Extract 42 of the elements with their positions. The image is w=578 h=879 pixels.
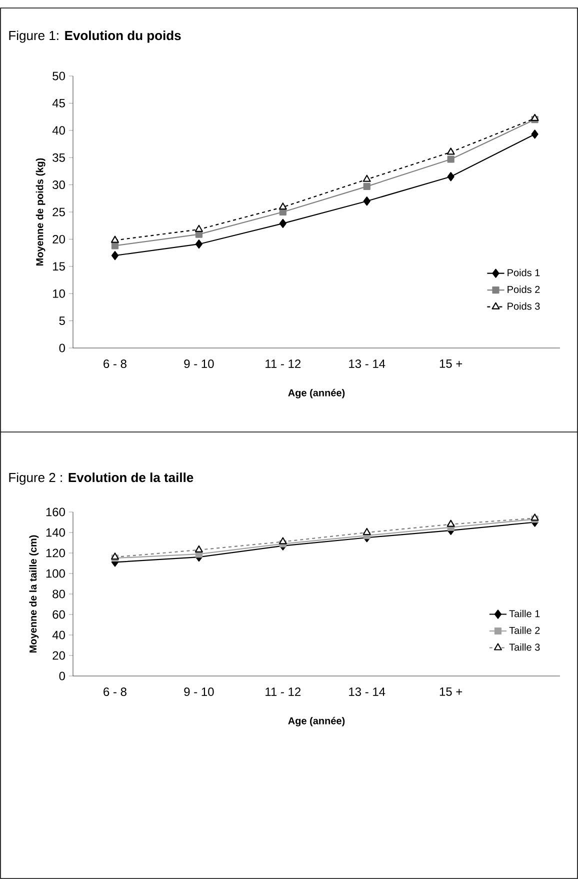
y-tick-label: 50	[52, 72, 65, 80]
y-tick-label: 5	[59, 316, 65, 325]
y-tick-label: 10	[53, 289, 65, 298]
x-tick-label: 9 - 10	[184, 688, 214, 696]
x-tick-label: 13 - 14	[349, 360, 386, 368]
y-tick-label: 35	[52, 153, 65, 162]
y-tick-label: 160	[46, 508, 65, 516]
x-tick-label: 15 +	[440, 688, 462, 696]
chart-title: Figure 1: Evolution du poids	[9, 30, 181, 43]
y-tick-label: 100	[46, 569, 65, 578]
legend-label: Poids 1	[508, 268, 540, 276]
y-tick-label: 15	[53, 262, 65, 271]
x-tick-label: 6 - 8	[104, 360, 126, 368]
legend-label: Taille 3	[509, 643, 540, 651]
y-tick-label: 120	[46, 548, 65, 558]
x-axis-title: Age (année)	[288, 388, 345, 398]
y-tick-label: 0	[59, 344, 66, 352]
y-tick-label: 60	[52, 610, 65, 619]
y-tick-label: 25	[52, 208, 65, 216]
y-tick-label: 20	[52, 234, 65, 244]
x-tick-label: 11 - 12	[266, 360, 301, 368]
chart-title: Figure 2 : Evolution de la taille	[9, 472, 194, 485]
legend-label: Taille 1	[509, 610, 540, 618]
legend-label: Poids 3	[508, 302, 540, 310]
y-tick-label: 30	[52, 180, 65, 190]
y-tick-label: 40	[52, 630, 65, 640]
y-axis-title: Moyenne de la taille (cm)	[29, 535, 39, 652]
x-axis-title: Age (année)	[288, 716, 345, 726]
y-axis-title: Moyenne de poids (kg)	[36, 158, 46, 266]
legend-label: Taille 2	[509, 626, 540, 634]
y-tick-label: 140	[46, 528, 65, 537]
y-tick-label: 20	[52, 651, 65, 660]
y-tick-label: 40	[52, 126, 65, 135]
y-tick-label: 0	[59, 672, 66, 680]
y-tick-label: 80	[52, 590, 65, 598]
x-tick-label: 15 +	[440, 360, 462, 368]
x-tick-label: 9 - 10	[184, 360, 214, 368]
x-tick-label: 13 - 14	[349, 688, 386, 696]
x-tick-label: 11 - 12	[266, 688, 301, 696]
legend-label: Poids 2	[508, 286, 540, 294]
x-tick-label: 6 - 8	[104, 688, 126, 696]
y-tick-label: 45	[52, 99, 65, 108]
